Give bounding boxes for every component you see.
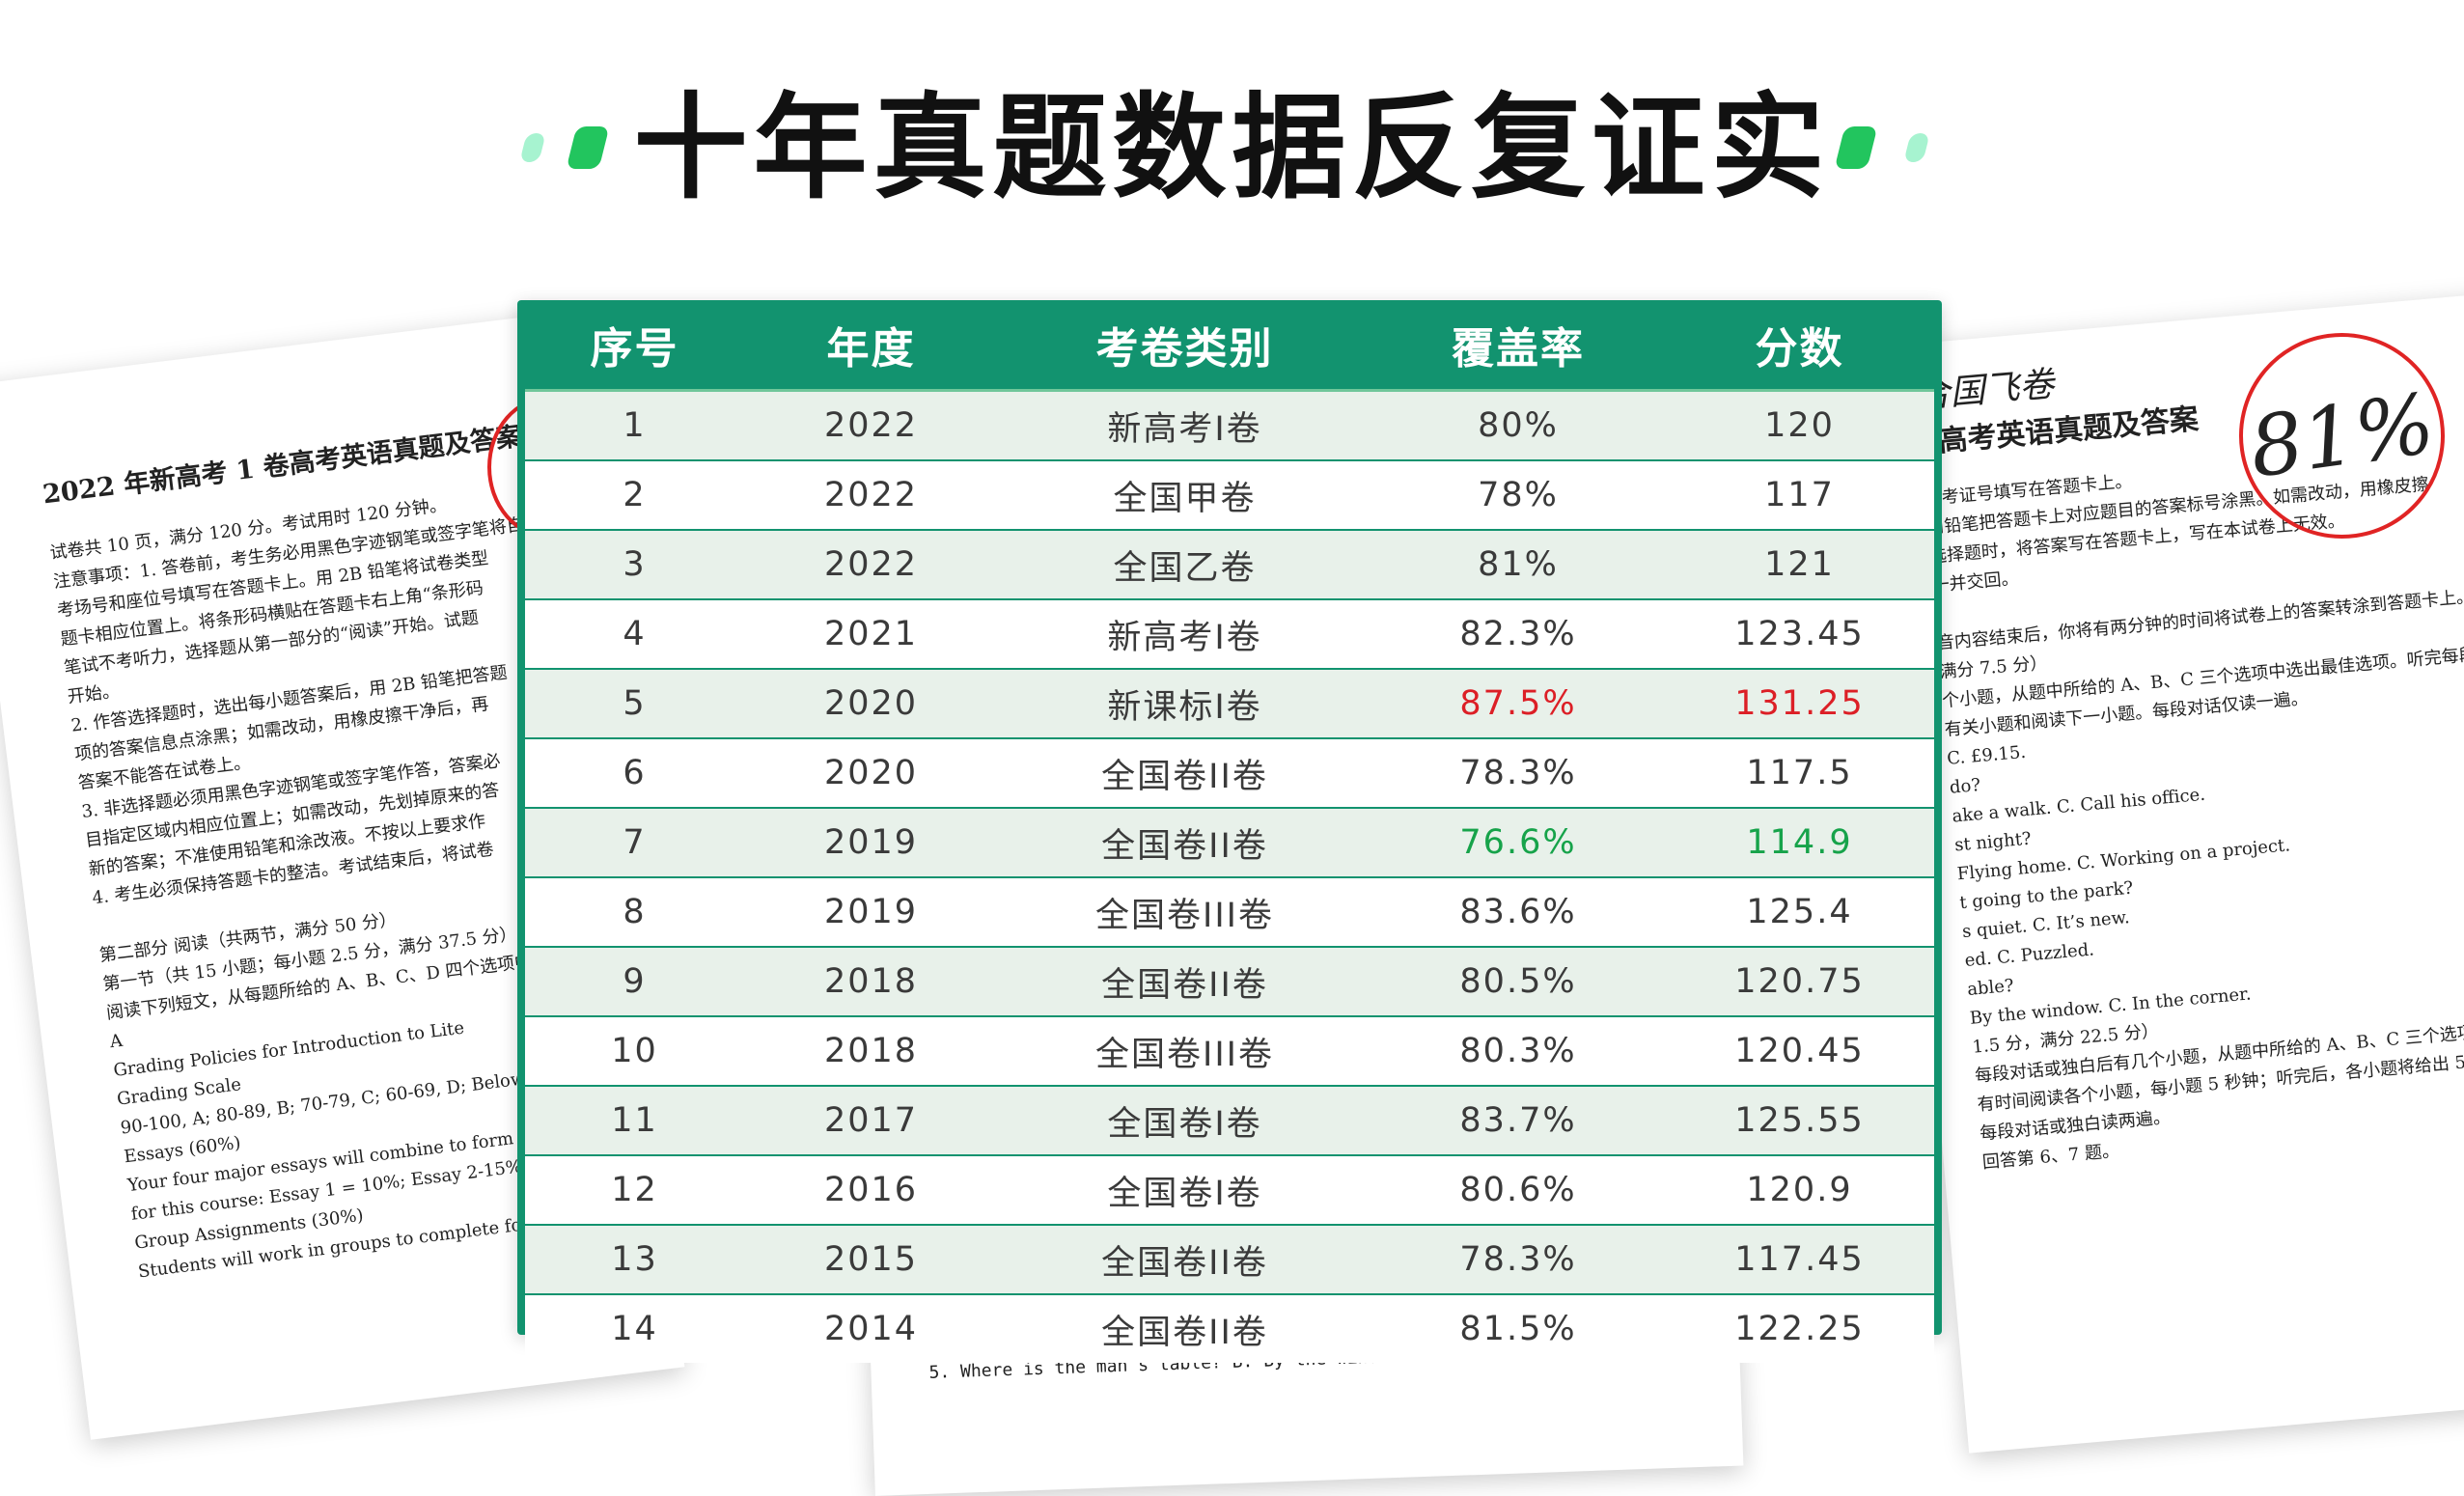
cell-year: 2019 xyxy=(744,876,998,947)
cell-category: 全国卷II卷 xyxy=(998,1224,1371,1294)
cell-year: 2017 xyxy=(744,1085,998,1155)
cell-index: 13 xyxy=(525,1224,744,1294)
header-year: 年度 xyxy=(826,324,916,374)
header-index: 序号 xyxy=(590,324,679,374)
cell-year: 2022 xyxy=(744,529,998,599)
cell-index: 11 xyxy=(525,1085,744,1155)
cell-index: 9 xyxy=(525,946,744,1016)
cell-score: 120.9 xyxy=(1665,1154,1934,1225)
table-row: 10 2018 全国卷III卷 80.3% 120.45 xyxy=(525,1015,1934,1086)
cell-category: 新高考I卷 xyxy=(998,389,1371,460)
handwritten-score: 81% xyxy=(2243,374,2441,497)
table-row: 5 2020 新课标I卷 87.5% 131.25 xyxy=(525,668,1934,738)
cell-index: 6 xyxy=(525,737,744,808)
cell-score: 123.45 xyxy=(1665,598,1934,669)
cell-category: 全国甲卷 xyxy=(998,459,1371,530)
table-row: 2 2022 全国甲卷 78% 117 xyxy=(525,459,1934,530)
cell-year: 2016 xyxy=(744,1154,998,1225)
cell-category: 新课标I卷 xyxy=(998,668,1371,738)
table-row: 12 2016 全国卷I卷 80.6% 120.9 xyxy=(525,1154,1934,1225)
paper-right-body: 准考证号填写在答题卡上。 用铅笔把答题卡上对应题目的答案标号涂黑。如需改动，用橡皮… xyxy=(1924,429,2464,1178)
cell-category: 全国乙卷 xyxy=(998,529,1371,599)
cell-index: 4 xyxy=(525,598,744,669)
cell-coverage: 83.7% xyxy=(1371,1085,1665,1155)
cell-index: 3 xyxy=(525,529,744,599)
cell-coverage: 83.6% xyxy=(1371,876,1665,947)
table-row: 8 2019 全国卷III卷 83.6% 125.4 xyxy=(525,876,1934,947)
cell-score: 125.55 xyxy=(1665,1085,1934,1155)
page-title: 十年真题数据反复证实 xyxy=(633,81,1831,214)
cell-score: 121 xyxy=(1665,529,1934,599)
table-row: 9 2018 全国卷II卷 80.5% 120.75 xyxy=(525,946,1934,1016)
cell-category: 全国卷II卷 xyxy=(998,1293,1371,1363)
cell-score: 117.45 xyxy=(1665,1224,1934,1294)
cell-category: 全国卷III卷 xyxy=(998,876,1371,947)
cell-index: 14 xyxy=(525,1293,744,1363)
cell-year: 2019 xyxy=(744,807,998,877)
header-category: 考卷类别 xyxy=(1095,324,1274,374)
cell-index: 8 xyxy=(525,876,744,947)
cell-year: 2022 xyxy=(744,459,998,530)
cell-index: 10 xyxy=(525,1015,744,1086)
cell-score: 117.5 xyxy=(1665,737,1934,808)
header-score: 分数 xyxy=(1755,324,1844,374)
cell-score: 125.4 xyxy=(1665,876,1934,947)
cell-coverage: 81% xyxy=(1371,529,1665,599)
cell-coverage: 80.3% xyxy=(1371,1015,1665,1086)
coverage-table: 序号 年度 考卷类别 覆盖率 分数 1 2022 新高考I卷 80% 120 2 2022 全… xyxy=(525,300,1934,1363)
cell-score: 120.75 xyxy=(1665,946,1934,1016)
cell-coverage: 78% xyxy=(1371,459,1665,530)
cell-category: 全国卷II卷 xyxy=(998,807,1371,877)
cell-year: 2015 xyxy=(744,1224,998,1294)
cell-score: 122.25 xyxy=(1665,1293,1934,1363)
cell-coverage: 87.5% xyxy=(1371,668,1665,738)
cell-year: 2022 xyxy=(744,389,998,460)
cell-score: 120.45 xyxy=(1665,1015,1934,1086)
cell-year: 2018 xyxy=(744,946,998,1016)
cell-category: 新高考I卷 xyxy=(998,598,1371,669)
table-row: 14 2014 全国卷II卷 81.5% 122.25 xyxy=(525,1293,1934,1363)
cell-coverage: 80.5% xyxy=(1371,946,1665,1016)
cell-index: 5 xyxy=(525,668,744,738)
table-body: 1 2022 新高考I卷 80% 120 2 2022 全国甲卷 78% 117 3 2022 全国乙卷… xyxy=(525,389,1934,1363)
cell-coverage: 80.6% xyxy=(1371,1154,1665,1225)
cell-score: 117 xyxy=(1665,459,1934,530)
cell-index: 1 xyxy=(525,389,744,460)
cell-coverage: 78.3% xyxy=(1371,737,1665,808)
cell-coverage: 80% xyxy=(1371,389,1665,460)
table-row: 11 2017 全国卷I卷 83.7% 125.55 xyxy=(525,1085,1934,1155)
cell-index: 12 xyxy=(525,1154,744,1225)
table-row: 13 2015 全国卷II卷 78.3% 117.45 xyxy=(525,1224,1934,1294)
table-row: 1 2022 新高考I卷 80% 120 xyxy=(525,389,1934,460)
table-header-row: 序号 年度 考卷类别 覆盖率 分数 xyxy=(525,300,1934,391)
cell-coverage: 76.6% xyxy=(1371,807,1665,877)
cell-year: 2020 xyxy=(744,737,998,808)
header-coverage: 覆盖率 xyxy=(1452,324,1585,374)
cell-category: 全国卷II卷 xyxy=(998,946,1371,1016)
cell-year: 2014 xyxy=(744,1293,998,1363)
cell-year: 2020 xyxy=(744,668,998,738)
cell-score: 131.25 xyxy=(1665,668,1934,738)
cell-year: 2018 xyxy=(744,1015,998,1086)
cell-category: 全国卷III卷 xyxy=(998,1015,1371,1086)
coverage-table-card: 序号 年度 考卷类别 覆盖率 分数 1 2022 新高考I卷 80% 120 2 2022 全… xyxy=(517,300,1942,1363)
cell-category: 全国卷I卷 xyxy=(998,1085,1371,1155)
table-row: 3 2022 全国乙卷 81% 121 xyxy=(525,529,1934,599)
table-row: 6 2020 全国卷II卷 78.3% 117.5 xyxy=(525,737,1934,808)
cell-year: 2021 xyxy=(744,598,998,669)
cell-index: 2 xyxy=(525,459,744,530)
table-row: 4 2021 新高考I卷 82.3% 123.45 xyxy=(525,598,1934,669)
cell-coverage: 78.3% xyxy=(1371,1224,1665,1294)
cell-coverage: 81.5% xyxy=(1371,1293,1665,1363)
cell-category: 全国卷II卷 xyxy=(998,737,1371,808)
table-row: 7 2019 全国卷II卷 76.6% 114.9 xyxy=(525,807,1934,877)
cell-index: 7 xyxy=(525,807,744,877)
cell-category: 全国卷I卷 xyxy=(998,1154,1371,1225)
cell-score: 114.9 xyxy=(1665,807,1934,877)
cell-coverage: 82.3% xyxy=(1371,598,1665,669)
cell-score: 120 xyxy=(1665,389,1934,460)
